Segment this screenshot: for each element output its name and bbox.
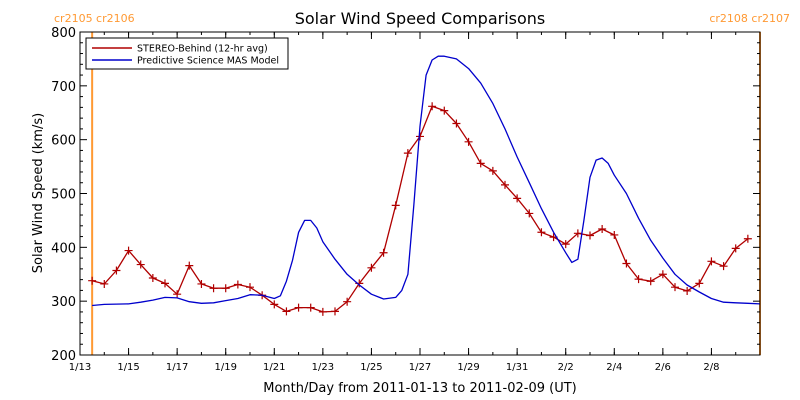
- x-tick-label: 1/31: [506, 362, 528, 373]
- x-tick-label: 1/17: [166, 362, 188, 373]
- data-point: [379, 248, 388, 257]
- data-point: [598, 225, 607, 234]
- data-point: [246, 283, 254, 292]
- data-point: [513, 194, 522, 203]
- data-point: [391, 201, 400, 210]
- data-point: [525, 209, 534, 218]
- axis-ticks: 200 300 400 500 600 700 800 1/13 1/15 1/17 1/19 1/2…: [51, 26, 761, 373]
- carrington-label: cr2108 cr2107: [709, 12, 790, 25]
- data-point: [367, 263, 376, 272]
- legend-box: [85, 37, 289, 70]
- data-point: [403, 149, 412, 158]
- data-point: [209, 284, 218, 293]
- data-point: [197, 279, 206, 288]
- data-point: [707, 257, 716, 266]
- data-point: [658, 270, 667, 279]
- data-point: [488, 166, 497, 175]
- data-point: [573, 229, 582, 238]
- x-axis-title: Month/Day from 2011-01-13 to 2011-02-09 …: [263, 381, 576, 396]
- data-point: [282, 307, 291, 316]
- data-point: [622, 259, 631, 268]
- data-point: [233, 280, 242, 289]
- y-tick-label: 200: [51, 349, 76, 364]
- x-tick-label: 1/21: [263, 362, 285, 373]
- x-tick-label: 2/4: [606, 362, 622, 373]
- x-tick-label: 1/19: [214, 362, 236, 373]
- x-tick-label: 2/8: [703, 362, 719, 373]
- data-point: [173, 290, 182, 299]
- x-tick-label: 2/6: [655, 362, 671, 373]
- data-point: [476, 159, 485, 168]
- data-point: [731, 244, 740, 253]
- data-point: [185, 261, 194, 270]
- data-point: [646, 277, 655, 286]
- data-point: [561, 240, 570, 249]
- data-point: [501, 180, 509, 189]
- x-tick-label: 1/27: [409, 362, 431, 373]
- data-point: [88, 276, 97, 285]
- data-point: [136, 260, 145, 269]
- y-axis-title: Solar Wind Speed (km/s): [31, 113, 46, 273]
- data-point: [452, 119, 461, 128]
- data-point: [270, 300, 279, 309]
- y-tick-label: 800: [51, 26, 76, 41]
- legend-label: Predictive Science MAS Model: [137, 56, 279, 67]
- data-point: [464, 137, 473, 146]
- data-point: [671, 283, 679, 292]
- data-point: [124, 246, 133, 255]
- x-tick-label: 2/2: [558, 362, 574, 373]
- x-tick-label: 1/29: [457, 362, 479, 373]
- x-tick-label: 1/25: [360, 362, 382, 373]
- y-tick-label: 700: [51, 80, 76, 95]
- x-tick-label: 1/23: [312, 362, 334, 373]
- data-point: [695, 279, 704, 288]
- y-tick-label: 600: [51, 134, 76, 149]
- data-point: [586, 231, 594, 240]
- data-point: [634, 275, 643, 284]
- y-tick-label: 400: [51, 241, 76, 256]
- data-point: [743, 234, 752, 243]
- x-tick-label: 1/13: [69, 362, 91, 373]
- series-line-2: [92, 55, 761, 307]
- data-point: [719, 262, 728, 271]
- data-point: [306, 303, 315, 312]
- data-point: [440, 106, 449, 115]
- data-point: [318, 307, 327, 316]
- data-point: [683, 286, 692, 295]
- data-point: [161, 279, 169, 288]
- carrington-label: cr2105 cr2106: [54, 12, 135, 25]
- data-point: [148, 274, 157, 283]
- data-point: [112, 266, 121, 275]
- data-point: [331, 307, 339, 316]
- data-point: [100, 279, 109, 288]
- chart-legend: STEREO-Behind (12-hr avg)Predictive Scie…: [85, 37, 289, 70]
- data-point: [294, 303, 303, 312]
- data-point: [343, 297, 352, 306]
- data-point: [428, 102, 437, 111]
- data-point: [537, 228, 546, 237]
- data-point: [610, 230, 619, 239]
- data-point: [221, 284, 230, 293]
- y-tick-label: 300: [51, 295, 76, 310]
- series-lines: [88, 55, 761, 316]
- legend-label: STEREO-Behind (12-hr avg): [137, 44, 268, 55]
- chart-title: Solar Wind Speed Comparisons: [295, 9, 546, 28]
- x-tick-label: 1/15: [117, 362, 139, 373]
- y-tick-label: 500: [51, 188, 76, 203]
